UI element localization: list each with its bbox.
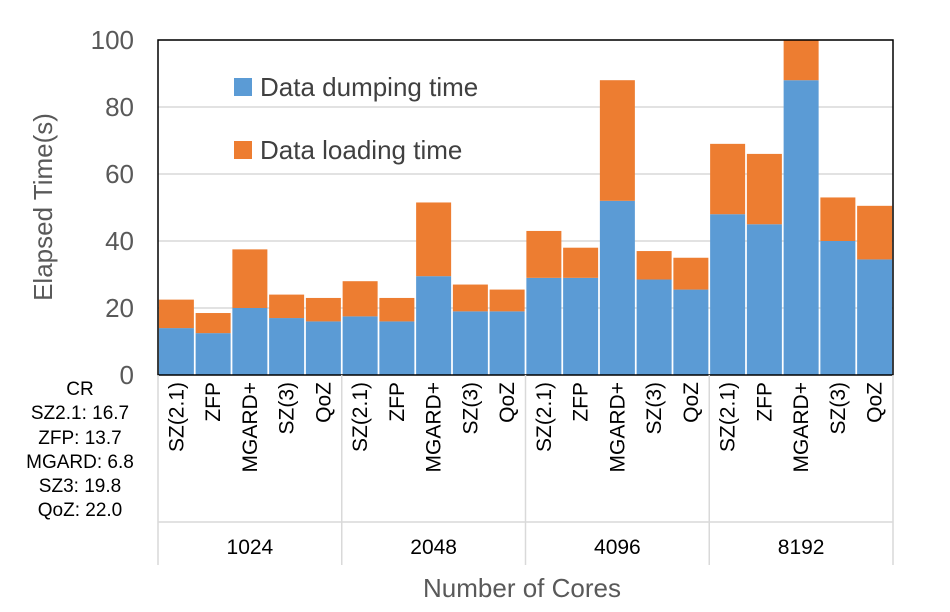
bar-loading [746, 153, 782, 225]
bar-dumping [746, 224, 782, 375]
y-tick-label: 60 [105, 159, 134, 189]
bar-dumping [820, 241, 856, 375]
bar-loading [636, 251, 672, 280]
x-category-label: QoZ [496, 382, 519, 423]
compression-ratio-annotation: CR SZ2.1: 16.7 ZFP: 13.7 MGARD: 6.8 SZ3:… [0, 378, 160, 524]
cr-line: QoZ: 22.0 [37, 500, 123, 522]
legend-label: Data dumping time [260, 72, 478, 102]
bar-loading [195, 313, 231, 334]
bar-loading [232, 249, 268, 308]
bar-dumping [489, 311, 525, 375]
bars [158, 40, 893, 375]
x-group-label: 1024 [227, 536, 274, 559]
bar-loading [452, 284, 488, 312]
cr-line: SZ3: 19.8 [38, 476, 122, 498]
y-axis-ticks: 0 20 40 60 80 100 [91, 25, 134, 390]
bar-dumping [526, 277, 562, 375]
bar-loading [673, 257, 709, 290]
cr-line: SZ2.1: 16.7 [30, 403, 130, 425]
x-category-label: SZ(3) [827, 382, 850, 435]
y-tick-label: 40 [105, 226, 134, 256]
bar-dumping [563, 277, 599, 375]
cr-line: MGARD: 6.8 [26, 451, 134, 473]
y-tick-label: 20 [105, 293, 134, 323]
x-category-label: ZFP [202, 382, 225, 422]
bar-dumping [673, 289, 709, 375]
x-category-label: SZ(3) [459, 382, 482, 435]
x-category-label: SZ(3) [276, 382, 299, 435]
x-group-label: 8192 [778, 536, 825, 559]
bar-loading [710, 143, 746, 215]
y-tick-label: 100 [91, 25, 134, 55]
x-category-label: MGARD+ [606, 382, 629, 472]
x-category-label: SZ(2.1) [533, 382, 556, 452]
legend: Data dumping time Data loading time [234, 72, 478, 165]
x-category-label: MGARD+ [790, 382, 813, 472]
legend-label: Data loading time [260, 135, 462, 165]
bar-loading [305, 297, 341, 322]
bar-dumping [232, 308, 268, 375]
x-category-label: QoZ [312, 382, 335, 423]
bar-dumping [857, 259, 893, 375]
x-category-label: ZFP [570, 382, 593, 422]
bar-dumping [710, 214, 746, 375]
x-category-label: SZ(2.1) [349, 382, 372, 452]
x-category-label: ZFP [753, 382, 776, 422]
bar-dumping [452, 311, 488, 375]
x-category-label: MGARD+ [239, 382, 262, 472]
x-group-label: 4096 [594, 536, 641, 559]
bar-loading [599, 80, 635, 201]
bar-dumping [305, 321, 341, 375]
bar-dumping [158, 328, 194, 375]
x-group-label: 2048 [410, 536, 457, 559]
bar-loading [820, 197, 856, 241]
x-category-label: MGARD+ [423, 382, 446, 472]
x-axis-title: Number of Cores [423, 573, 621, 603]
x-category-label: QoZ [680, 382, 703, 423]
bar-loading [783, 40, 819, 81]
x-category-label: SZ(2.1) [165, 382, 188, 452]
bar-loading [526, 230, 562, 278]
bar-dumping [599, 200, 635, 375]
x-category-label: SZ(3) [643, 382, 666, 435]
y-axis-title: Elapsed Time(s) [28, 113, 58, 301]
x-category-label: SZ(2.1) [717, 382, 740, 452]
bar-dumping [195, 333, 231, 375]
x-axis-categories: SZ(2.1) ZFP MGARD+ SZ(3) QoZ SZ(2.1) ZFP MGARD+… [157, 375, 894, 565]
x-axis-groups: 1024 2048 4096 8192 [227, 536, 825, 559]
x-category-label: QoZ [864, 382, 887, 423]
legend-swatch [234, 78, 252, 96]
cr-title: CR [66, 379, 94, 400]
bar-loading [269, 294, 305, 319]
bar-loading [342, 281, 378, 317]
y-tick-label: 0 [120, 360, 134, 390]
bar-dumping [783, 80, 819, 375]
bar-loading [563, 247, 599, 278]
bar-loading [416, 202, 452, 277]
bar-loading [158, 299, 194, 329]
bar-dumping [269, 318, 305, 375]
y-tick-label: 80 [105, 92, 134, 122]
x-category-label: ZFP [386, 382, 409, 422]
bar-loading [489, 289, 525, 312]
bar-dumping [342, 316, 378, 375]
bar-dumping [379, 321, 415, 375]
bar-dumping [416, 276, 452, 375]
bar-loading [379, 297, 415, 322]
bar-loading [857, 205, 893, 260]
bar-dumping [636, 279, 672, 375]
cr-line: ZFP: 13.7 [38, 427, 122, 449]
legend-swatch [234, 141, 252, 159]
